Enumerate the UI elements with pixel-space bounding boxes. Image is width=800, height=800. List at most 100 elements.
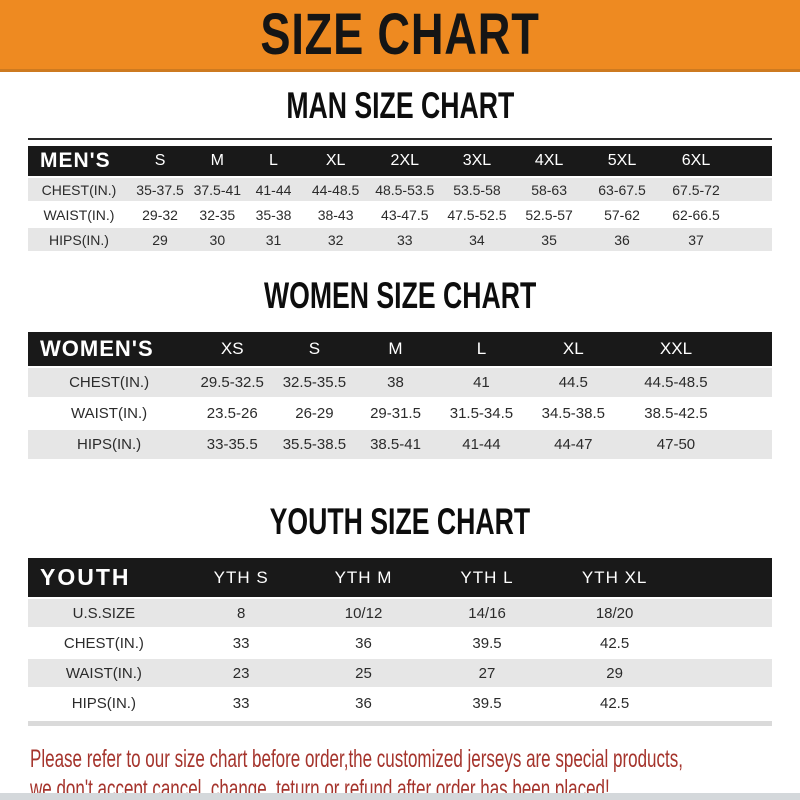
table-title-cell: YOUTH <box>28 558 180 597</box>
column-header: 4XL <box>513 146 586 176</box>
value-cell: 33 <box>179 689 303 717</box>
value-cell: 29 <box>549 659 680 687</box>
value-cell: 33 <box>179 629 303 657</box>
value-cell: 33-35.5 <box>190 430 275 459</box>
value-cell: 36 <box>585 228 659 251</box>
value-cell: 44-47 <box>526 430 621 459</box>
youth-size-table: YOUTH YTH S YTH M YTH L YTH XL U.S.SIZE 8 10/12… <box>28 556 772 719</box>
value-cell: 35-37.5 <box>129 178 191 201</box>
value-cell: 38.5-42.5 <box>620 399 732 428</box>
value-cell <box>731 430 772 459</box>
value-cell <box>679 659 772 687</box>
youth-section-title-text: YOUTH SIZE CHART <box>269 501 531 542</box>
women-size-table: WOMEN'S XS S M L XL XXL CHEST(IN.) 29.5-32.5 32.5… <box>28 330 772 461</box>
men-section-title-text: MAN SIZE CHART <box>286 85 514 126</box>
column-header: 2XL <box>368 146 441 176</box>
value-cell <box>733 228 772 251</box>
table-row: CHEST(IN.) 35-37.5 37.5-41 41-44 44-48.5 48.5… <box>28 178 772 201</box>
value-cell: 33 <box>368 228 441 251</box>
value-cell: 29.5-32.5 <box>190 368 275 397</box>
value-cell: 32 <box>302 228 369 251</box>
column-header: XL <box>526 332 621 366</box>
banner: SIZE CHART <box>0 0 800 72</box>
value-cell: 30 <box>190 228 245 251</box>
row-label: WAIST(IN.) <box>28 203 130 226</box>
youth-table-bottomline <box>28 721 772 726</box>
table-row: HIPS(IN.) 33-35.5 35.5-38.5 38.5-41 41-44 44-… <box>28 430 772 459</box>
row-label: HIPS(IN.) <box>28 228 130 251</box>
value-cell <box>731 399 772 428</box>
table-row: WAIST(IN.) 23.5-26 26-29 29-31.5 31.5-34.5 34… <box>28 399 772 428</box>
value-cell: 31 <box>244 228 303 251</box>
value-cell <box>733 178 772 201</box>
value-cell: 43-47.5 <box>368 203 441 226</box>
disclaimer-line-1: Please refer to our size chart before or… <box>30 745 683 773</box>
value-cell: 8 <box>179 599 303 627</box>
youth-section-title: YOUTH SIZE CHART <box>0 503 800 546</box>
bottom-strip <box>0 793 800 800</box>
value-cell: 35 <box>513 228 586 251</box>
value-cell: 52.5-57 <box>513 203 586 226</box>
value-cell: 38 <box>354 368 437 397</box>
column-header: YTH XL <box>549 558 680 597</box>
column-header: 5XL <box>585 146 659 176</box>
table-row: U.S.SIZE 8 10/12 14/16 18/20 <box>28 599 772 627</box>
row-label: WAIST(IN.) <box>28 399 191 428</box>
column-header: XS <box>190 332 275 366</box>
value-cell: 38-43 <box>302 203 369 226</box>
value-cell: 14/16 <box>424 599 550 627</box>
table-header-row: WOMEN'S XS S M L XL XXL <box>28 332 772 366</box>
column-header: 3XL <box>440 146 514 176</box>
table-row: HIPS(IN.) 33 36 39.5 42.5 <box>28 689 772 717</box>
value-cell: 36 <box>302 629 425 657</box>
value-cell: 42.5 <box>549 689 680 717</box>
value-cell: 47.5-52.5 <box>440 203 514 226</box>
row-label: HIPS(IN.) <box>28 430 191 459</box>
value-cell: 57-62 <box>585 203 659 226</box>
value-cell: 31.5-34.5 <box>436 399 527 428</box>
value-cell: 47-50 <box>620 430 732 459</box>
value-cell: 29-32 <box>129 203 191 226</box>
value-cell: 41 <box>436 368 527 397</box>
row-label: CHEST(IN.) <box>28 368 191 397</box>
column-header: XL <box>302 146 369 176</box>
men-section-title: MAN SIZE CHART <box>0 87 800 130</box>
table-row: CHEST(IN.) 29.5-32.5 32.5-35.5 38 41 44.5 44.5… <box>28 368 772 397</box>
value-cell <box>679 599 772 627</box>
value-cell: 36 <box>302 689 425 717</box>
value-cell: 18/20 <box>549 599 680 627</box>
value-cell: 39.5 <box>424 629 550 657</box>
table-header-row: YOUTH YTH S YTH M YTH L YTH XL <box>28 558 772 597</box>
row-label: CHEST(IN.) <box>28 178 130 201</box>
value-cell: 10/12 <box>302 599 425 627</box>
value-cell <box>733 203 772 226</box>
men-table-topline <box>28 138 772 140</box>
value-cell: 58-63 <box>513 178 586 201</box>
row-label: WAIST(IN.) <box>28 659 180 687</box>
column-header: YTH L <box>424 558 550 597</box>
row-label: U.S.SIZE <box>28 599 180 627</box>
value-cell: 29-31.5 <box>354 399 437 428</box>
column-header: S <box>274 332 355 366</box>
table-header-row: MEN'S S M L XL 2XL 3XL 4XL 5XL 6XL <box>28 146 772 176</box>
youth-section: YOUTH SIZE CHART YOUTH YTH S YTH M YTH L YTH… <box>0 503 800 726</box>
column-header <box>733 146 772 176</box>
table-title-cell: MEN'S <box>28 146 130 176</box>
value-cell: 44.5 <box>526 368 621 397</box>
value-cell: 35.5-38.5 <box>274 430 355 459</box>
value-cell: 41-44 <box>244 178 303 201</box>
value-cell: 37.5-41 <box>190 178 245 201</box>
value-cell: 48.5-53.5 <box>368 178 441 201</box>
value-cell <box>731 368 772 397</box>
column-header: S <box>129 146 191 176</box>
column-header: YTH M <box>302 558 425 597</box>
value-cell <box>679 689 772 717</box>
column-header: L <box>436 332 527 366</box>
table-row: CHEST(IN.) 33 36 39.5 42.5 <box>28 629 772 657</box>
value-cell: 25 <box>302 659 425 687</box>
banner-title: SIZE CHART <box>260 2 540 67</box>
value-cell: 37 <box>658 228 734 251</box>
value-cell: 35-38 <box>244 203 303 226</box>
table-row: HIPS(IN.) 29 30 31 32 33 34 35 36 37 <box>28 228 772 251</box>
disclaimer: Please refer to our size chart before or… <box>30 744 800 800</box>
